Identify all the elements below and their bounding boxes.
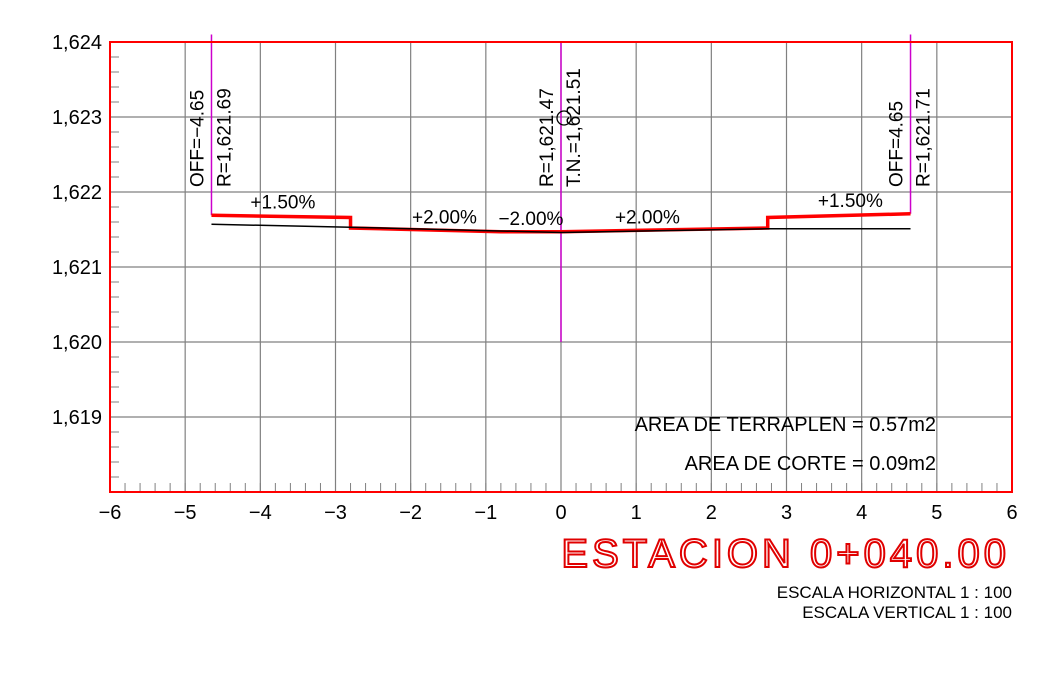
x-tick-label: −5 [174, 502, 197, 524]
offset-label: R=1,621.69 [214, 88, 235, 187]
y-tick-label: 1,623 [52, 107, 102, 129]
slope-labels: +1.50% +2.00% −2.00% +2.00% +1.50% [250, 191, 883, 230]
x-tick-label: 6 [1006, 502, 1017, 524]
offset-label: R=1,621.71 [914, 88, 935, 187]
vertical-scale-label: ESCALA VERTICAL 1 : 100 [802, 603, 1012, 622]
slope-label: +1.50% [250, 193, 315, 214]
offset-label: OFF=4.65 [887, 101, 908, 187]
slope-label: +2.00% [615, 208, 680, 229]
offset-label: T.N.=1,621.51 [564, 68, 585, 187]
station-vertical-lines [210, 34, 912, 342]
x-tick-label: 4 [856, 502, 867, 524]
horizontal-scale-label: ESCALA HORIZONTAL 1 : 100 [777, 583, 1012, 602]
x-tick-label: −4 [249, 502, 272, 524]
slope-label: −2.00% [498, 209, 563, 230]
station-title: ESTACION 0+040.00 [561, 532, 1010, 576]
y-tick-label: 1,619 [52, 407, 102, 429]
centerline-marker [556, 110, 572, 126]
section-lines [211, 212, 911, 234]
area-cut-label: AREA DE CORTE = 0.09m2 [685, 453, 936, 475]
area-fill-label: AREA DE TERRAPLEN = 0.57m2 [635, 414, 936, 436]
x-tick-label: −1 [474, 502, 497, 524]
y-tick-label: 1,622 [52, 182, 102, 204]
x-tick-label: 5 [931, 502, 942, 524]
terrain-line [211, 223, 911, 234]
x-tick-labels: −6 −5 −4 −3 −2 −1 0 1 2 3 4 5 6 [99, 502, 1018, 524]
x-tick-label: −2 [399, 502, 422, 524]
plot-frame [109, 41, 1013, 493]
x-tick-label: −3 [324, 502, 347, 524]
offset-label: OFF=−4.65 [187, 90, 208, 187]
x-tick-label: 0 [555, 502, 566, 524]
x-tick-label: −6 [99, 502, 122, 524]
x-tick-label: 2 [706, 502, 717, 524]
slope-label: +2.00% [412, 208, 477, 229]
y-tick-label: 1,620 [52, 332, 102, 354]
x-tick-label: 1 [631, 502, 642, 524]
y-tick-label: 1,624 [52, 32, 102, 54]
offset-labels: OFF=−4.65 R=1,621.69 R=1,621.47 T.N.=1,621.… [187, 68, 934, 187]
slope-label: +1.50% [818, 191, 883, 212]
y-tick-label: 1,621 [52, 257, 102, 279]
offset-label: R=1,621.47 [537, 88, 558, 187]
x-tick-label: 3 [781, 502, 792, 524]
y-tick-labels: 1,624 1,623 1,622 1,621 1,620 1,619 [52, 32, 102, 429]
